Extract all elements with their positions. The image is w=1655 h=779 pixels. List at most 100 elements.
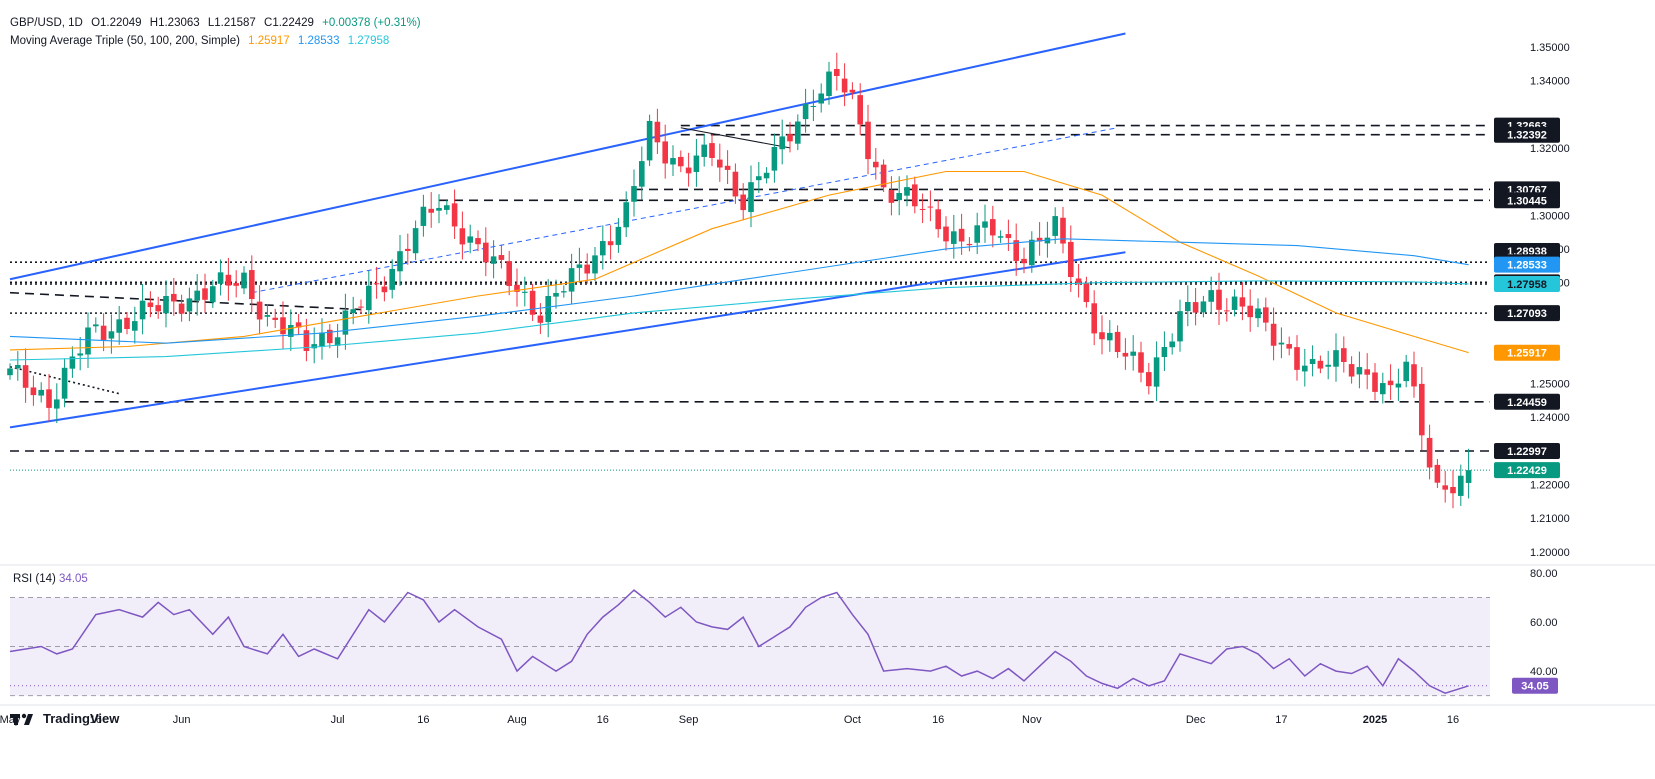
candle-body (54, 399, 60, 409)
candle-body (1130, 351, 1136, 356)
candle-body (1177, 311, 1183, 342)
time-tick-label: 16 (597, 714, 609, 726)
candle-body (1153, 357, 1160, 387)
candle-body (849, 89, 856, 93)
price-label-box (1494, 192, 1560, 209)
candle-body (865, 121, 871, 160)
candle-body (685, 167, 692, 174)
candle-body (132, 321, 138, 331)
candle-body (225, 274, 232, 286)
high-value: H1.23063 (149, 17, 200, 29)
price-label: 1.22997 (1507, 446, 1547, 458)
time-tick-label: Sep (679, 714, 699, 726)
candle-body (1099, 332, 1105, 340)
trendline (251, 127, 1118, 294)
candle-body (1317, 360, 1324, 369)
candle-body (943, 226, 949, 242)
candle-body (553, 292, 559, 297)
symbol-label[interactable]: GBP/USD, 1D (10, 17, 83, 29)
candle-body (397, 251, 403, 272)
candle-body (561, 291, 567, 293)
candle-body (779, 136, 785, 150)
ma50-value: 1.25917 (248, 35, 290, 47)
candle-body (662, 141, 668, 164)
candle-body (1411, 364, 1417, 387)
rsi-label[interactable]: RSI (14) (13, 573, 56, 585)
candle-body (334, 337, 341, 346)
price-label-box (1494, 256, 1560, 273)
candle-body (1185, 301, 1191, 312)
tradingview-icon (10, 713, 33, 725)
candle-body (217, 272, 224, 284)
candle-body (1122, 352, 1129, 357)
tradingview-logo[interactable]: TradingView (10, 711, 119, 726)
rsi-value-box (1512, 677, 1558, 694)
candle-body (311, 344, 317, 349)
candle-body (467, 236, 473, 243)
price-tick-label: 1.35000 (1530, 42, 1570, 54)
ma100-value: 1.28533 (297, 35, 340, 47)
candle-body (951, 231, 957, 244)
time-tick-label: 16 (417, 714, 429, 726)
candle-body (935, 209, 941, 230)
candle-body (77, 353, 83, 356)
ma-label[interactable]: Moving Average Triple (50, 100, 200, Sim… (10, 35, 240, 47)
candle-body (1247, 305, 1253, 318)
moving-average-line (9, 170, 1469, 354)
candle-body (958, 228, 965, 242)
time-tick-label: Jul (331, 714, 345, 726)
price-label-box (1494, 126, 1560, 143)
rsi-tick-label: 60.00 (1530, 617, 1558, 629)
candle-body (249, 270, 255, 300)
candle-body (1161, 347, 1168, 358)
candle-body (1200, 301, 1207, 313)
price-tick-label: 1.22000 (1530, 480, 1570, 492)
candle-body (389, 268, 395, 290)
candle-body (428, 208, 434, 213)
candle-body (436, 207, 442, 211)
candle-body (22, 365, 29, 388)
price-label: 1.27093 (1507, 308, 1547, 320)
candle-body (724, 165, 731, 170)
candle-body (576, 264, 583, 268)
candle-body (537, 315, 544, 323)
candle-body (982, 221, 988, 228)
candle-body (490, 256, 497, 264)
candle-body (600, 241, 606, 256)
rsi-value-label: 34.05 (1521, 681, 1549, 693)
candle-body (1341, 348, 1347, 363)
candle-body (451, 203, 458, 227)
candle-body (498, 255, 505, 260)
candle-body (233, 283, 239, 286)
candle-body (639, 161, 645, 187)
rsi-legend: RSI (14) 34.05 (13, 573, 88, 585)
candle-body (202, 288, 208, 300)
candle-body (147, 302, 154, 308)
candle-body (841, 78, 848, 93)
candle-body (888, 190, 895, 203)
candle-body (1286, 344, 1292, 349)
candle-body (7, 368, 13, 376)
candle-body (545, 296, 551, 323)
candle-body (171, 293, 177, 302)
candle-body (186, 298, 193, 312)
candle-body (623, 202, 629, 228)
time-tick-label: Nov (1022, 714, 1042, 726)
candle-body (350, 309, 356, 314)
candle-body (1005, 234, 1012, 239)
price-label-box (1494, 305, 1560, 322)
candle-body (1021, 258, 1027, 264)
price-tick-label: 1.20000 (1530, 547, 1570, 559)
candle-body (1169, 341, 1175, 348)
candle-body (810, 105, 817, 107)
price-tick-label: 1.25000 (1530, 379, 1570, 391)
time-tick-label: 2025 (1363, 714, 1387, 726)
candle-body (568, 268, 575, 292)
candle-body (163, 296, 169, 314)
candle-body (1465, 470, 1472, 483)
candle-body (178, 303, 185, 314)
ma200-value: 1.27958 (347, 35, 390, 47)
candle-body (1052, 216, 1058, 236)
tradingview-label: TradingView (43, 711, 120, 726)
